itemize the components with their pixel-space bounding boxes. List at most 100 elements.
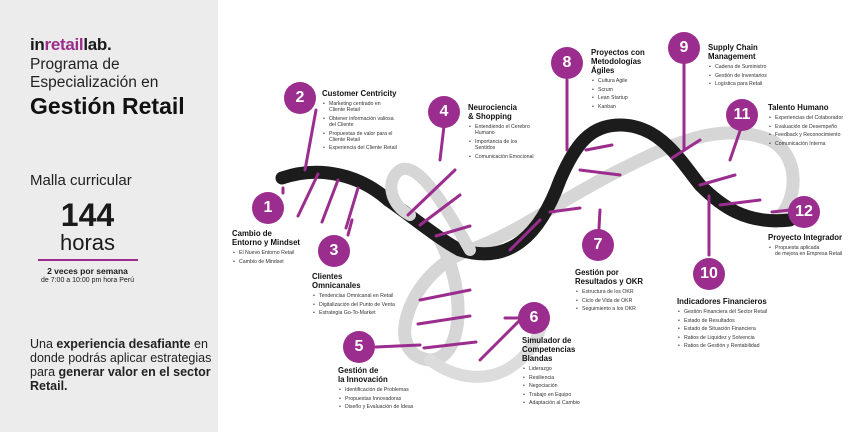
- rung: [698, 173, 737, 187]
- module-topic: Propuestas de valor para el Cliente Reta…: [323, 131, 417, 143]
- tagline: Una experiencia desafiante en donde podr…: [30, 337, 215, 393]
- rung: [548, 206, 582, 214]
- module-1-node: 1: [252, 192, 284, 224]
- connector: [770, 208, 792, 214]
- module-topic: Scrum: [592, 87, 681, 93]
- module-topics: Propuesta aplicada de mejora en Empresa …: [768, 245, 864, 257]
- rung: [416, 314, 472, 326]
- connector: [303, 108, 318, 172]
- module-topic: Propuesta aplicada de mejora en Empresa …: [769, 245, 864, 257]
- module-title: Gestión de la Innovación: [338, 366, 388, 384]
- module-topic: Ratios de Gestión y Rentabilidad: [678, 343, 797, 349]
- rung: [422, 340, 478, 350]
- module-topic: Seguimiento a los OKR: [576, 306, 675, 312]
- module-5-node: 5: [343, 331, 375, 363]
- module-10-info: Indicadores Financieros Gestión Financier…: [677, 297, 797, 352]
- module-topic: Experiencias del Colaborador: [769, 115, 863, 121]
- module-topic: Gestión de Inventarios: [709, 73, 798, 79]
- connector: [374, 343, 422, 349]
- dna-helix-diagram: [275, 60, 800, 383]
- module-12-node: 12: [788, 196, 820, 228]
- curriculum-label: Malla curricular: [30, 172, 132, 189]
- brand-logo-post: lab.: [83, 35, 112, 54]
- module-7-info: Gestión por Resultados y OKR Estructura d…: [575, 268, 675, 315]
- module-topic: Marketing centrado en Cliente Retail: [323, 101, 417, 113]
- module-topic: Gestión Financiera del Sector Retail: [678, 309, 797, 315]
- module-8-node: 8: [551, 47, 583, 79]
- module-topic: Comunicación Emocional: [469, 154, 548, 160]
- module-title: Clientes Omnicanales: [312, 272, 361, 290]
- rung: [478, 318, 522, 362]
- rung: [320, 178, 340, 224]
- module-topic: Comunicación Interna: [769, 141, 863, 147]
- info-panel: inretaillab. Programa de Especialización …: [0, 0, 218, 432]
- brand-logo-pre: in: [30, 35, 45, 54]
- module-topics: Entendiendo el Cerebro Humano Importancia…: [468, 124, 548, 160]
- module-10-node: 10: [693, 258, 725, 290]
- module-12-info: Proyecto Integrador Propuesta aplicada de…: [768, 233, 864, 260]
- module-topic: Digitalización del Punto de Venta: [313, 302, 422, 308]
- rung: [718, 198, 762, 207]
- module-topic: Kanban: [592, 104, 681, 110]
- module-topic: Diseño y Evaluación de Ideas: [339, 404, 438, 410]
- module-title: Customer Centricity: [322, 89, 397, 98]
- module-topic: Cambio de Mindset: [233, 259, 342, 265]
- module-topic: Estrategia Go-To-Market: [313, 310, 422, 316]
- module-topic: Experiencia del Cliente Retail: [323, 145, 417, 151]
- module-title: Indicadores Financieros: [677, 297, 767, 306]
- tagline-part-1: Una: [30, 337, 57, 351]
- tagline-bold-1: experiencia desafiante: [56, 337, 191, 351]
- brand-logo-accent: retail: [44, 35, 84, 54]
- module-11-node: 11: [726, 99, 758, 131]
- module-topic: Adaptación al Cambio: [523, 400, 612, 406]
- module-9-node: 9: [668, 32, 700, 64]
- module-8-info: Proyectos con Metodologías Ágiles Cultura…: [591, 48, 681, 112]
- module-topics: Gestión Financiera del Sector Retail Esta…: [677, 309, 797, 350]
- module-title: Supply Chain Management: [708, 43, 758, 61]
- module-title: Talento Humano: [768, 103, 829, 112]
- module-topics: Tendencias Omnicanal en Retail Digitaliza…: [312, 293, 422, 317]
- schedule-time: de 7:00 a 10:00 pm hora Perú: [40, 277, 134, 284]
- tagline-bold-2: generar valor en el sector Retail.: [30, 365, 211, 393]
- program-line-2: Especialización en: [30, 74, 159, 91]
- module-9-info: Supply Chain Management Cadena de Suminis…: [708, 43, 798, 90]
- connector: [346, 218, 354, 237]
- module-7-node: 7: [582, 229, 614, 261]
- tagline-part-2: en donde podrás aplicar estrategias para: [30, 337, 212, 379]
- module-topic: Lean Startup: [592, 95, 681, 101]
- module-title: Proyectos con Metodologías Ágiles: [591, 48, 645, 75]
- rung: [418, 193, 462, 227]
- module-title: Gestión por Resultados y OKR: [575, 268, 644, 286]
- connector: [597, 208, 602, 230]
- rung: [296, 172, 320, 218]
- module-6-info: Simulador de Competencias Blandas Lideraz…: [522, 336, 612, 409]
- module-4-info: Neurociencia & Shopping Entendiendo el Ce…: [468, 103, 548, 162]
- module-topic: Ciclo de Vida de OKR: [576, 298, 675, 304]
- module-2-info: Customer Centricity Marketing centrado en…: [322, 89, 417, 154]
- connector: [438, 124, 446, 162]
- module-topic: Identificación de Problemas: [339, 387, 438, 393]
- module-3-node: 3: [318, 235, 350, 267]
- module-topic: Trabajo en Equipo: [523, 392, 612, 398]
- module-4-node: 4: [428, 96, 460, 128]
- module-topic: Negociación: [523, 383, 612, 389]
- hours-unit: horas: [59, 230, 116, 255]
- program-title: Gestión Retail: [30, 93, 185, 119]
- module-title: Proyecto Integrador: [768, 233, 843, 242]
- module-topic: Estructura de los OKR: [576, 289, 675, 295]
- module-topic: Estado de Resultados: [678, 318, 797, 324]
- rung: [418, 288, 472, 302]
- helix-strand-light-loop: [385, 162, 476, 256]
- rung: [508, 218, 542, 252]
- module-topic: Obtener información valiosa del Cliente: [323, 116, 417, 128]
- rung: [670, 138, 702, 160]
- module-topics: Experiencias del Colaborador Evaluación d…: [768, 115, 863, 147]
- module-topic: Ratios de Liquidez y Solvencia: [678, 335, 797, 341]
- module-topics: Identificación de Problemas Propuestas In…: [338, 387, 438, 411]
- module-topic: Resiliencia: [523, 375, 612, 381]
- rung: [578, 168, 622, 177]
- module-11-info: Talento Humano Experiencias del Colaborad…: [768, 103, 863, 149]
- schedule-days: 2 veces por semana: [47, 266, 128, 276]
- module-topic: Cadena de Suministro: [709, 64, 798, 70]
- module-2-node: 2: [284, 82, 316, 114]
